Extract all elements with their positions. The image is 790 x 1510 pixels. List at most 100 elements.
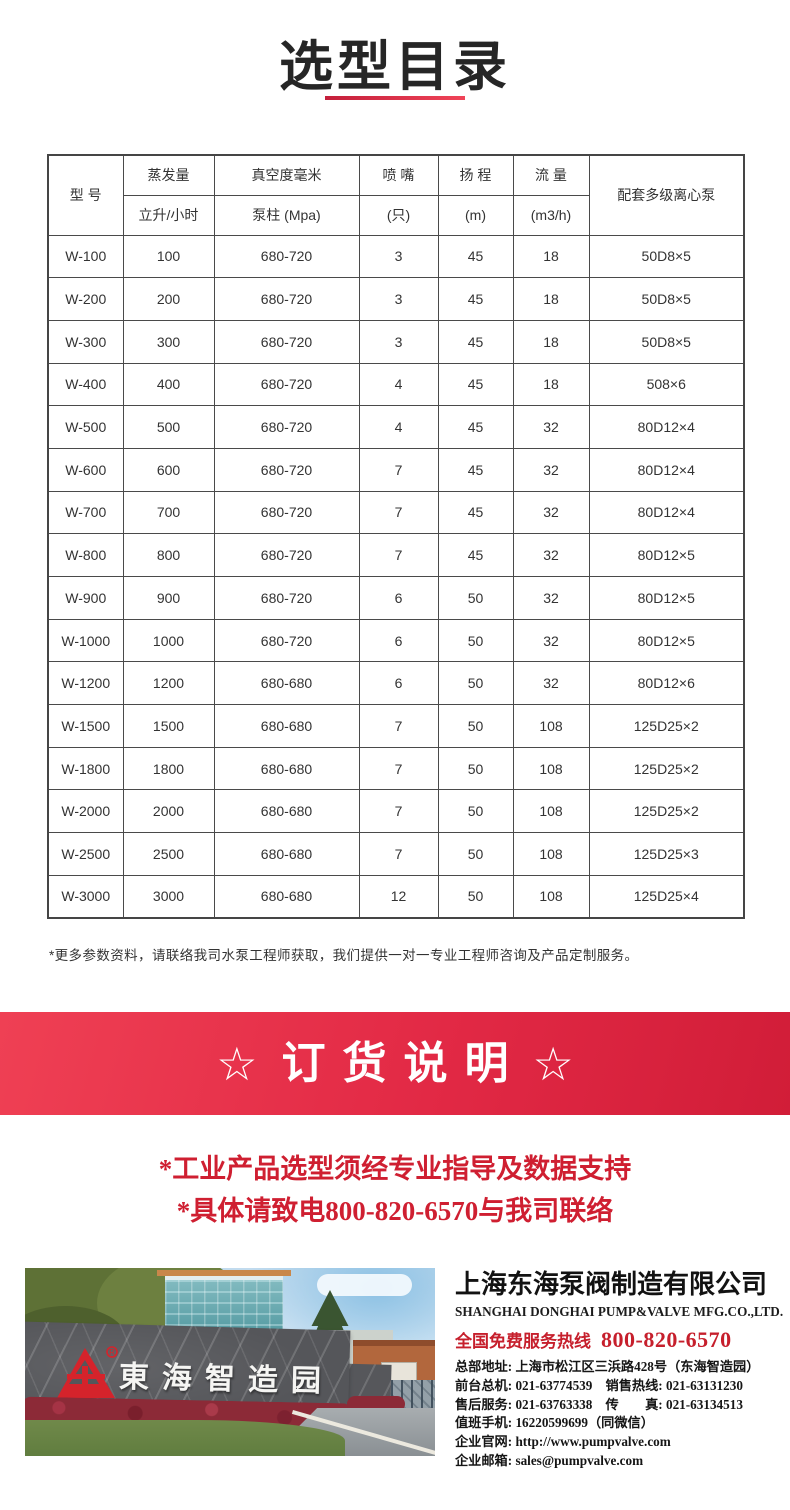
col-header-head: 扬 程 (437, 154, 514, 196)
wall-text: 東海智造园 (118, 1360, 335, 1399)
table-cell: 45 (437, 277, 514, 321)
col-header-vacuum: 真空度毫米 (213, 154, 360, 196)
table-cell: 18 (512, 277, 590, 321)
table-cell: 1000 (122, 618, 215, 663)
table-row: W-1000 1000 680-720 6 50 32 80D12×5 (47, 618, 745, 663)
svg-text:R: R (109, 1348, 115, 1357)
table-cell: 900 (122, 576, 215, 620)
table-cell: 32 (512, 576, 590, 620)
table-cell: 500 (122, 405, 215, 449)
table-cell: 45 (437, 533, 514, 577)
table-cell: 680-680 (213, 789, 360, 834)
hotline-number: 800-820-6570 (601, 1327, 732, 1352)
table-cell: 7 (358, 490, 439, 535)
table-row: W-1800 1800 680-680 7 50 108 125D25×2 (47, 746, 745, 791)
table-cell: 18 (512, 319, 590, 364)
table-cell: 680-720 (213, 618, 360, 663)
title-underline (325, 96, 465, 100)
table-cell: 3 (358, 234, 439, 279)
table-row: W-2000 2000 680-680 7 50 108 125D25×2 (47, 789, 745, 834)
col-unit-vacuum: 泵柱 (Mpa) (213, 194, 360, 236)
table-cell: 300 (122, 319, 215, 364)
table-cell: 45 (437, 319, 514, 364)
table-cell: 680-720 (213, 234, 360, 279)
table-cell: 4 (358, 405, 439, 449)
table-cell: 7 (358, 704, 439, 748)
table-cell: 1200 (122, 661, 215, 706)
table-cell: 680-720 (213, 319, 360, 364)
table-cell: 32 (512, 490, 590, 535)
table-row: W-500 500 680-720 4 45 32 80D12×4 (47, 405, 745, 449)
table-cell: 680-720 (213, 490, 360, 535)
table-cell: W-300 (47, 319, 124, 364)
contact-line-website: 企业官网: http://www.pumpvalve.com (455, 1434, 671, 1450)
order-note-2: *具体请致电800-820-6570与我司联络 (176, 1196, 614, 1226)
table-cell: 18 (512, 234, 590, 279)
table-cell: W-100 (47, 234, 124, 279)
contact-line-switchboard: 前台总机: 021-63774539 销售热线: 021-63131230 (455, 1377, 743, 1393)
table-cell: 50 (437, 661, 514, 706)
table-row: W-800 800 680-720 7 45 32 80D12×5 (47, 533, 745, 577)
table-cell: 2000 (122, 789, 215, 834)
table-cell: 700 (122, 490, 215, 535)
company-name-en: SHANGHAI DONGHAI PUMP&VALVE MFG.CO.,LTD. (455, 1304, 784, 1319)
col-header-model: 型 号 (47, 154, 124, 236)
col-header-evaporation: 蒸发量 (122, 154, 215, 196)
table-cell: 680-720 (213, 405, 360, 449)
company-photo: R 東海智造园 (25, 1268, 435, 1456)
table-cell: 108 (512, 746, 590, 791)
table-cell: 680-680 (213, 704, 360, 748)
table-cell: 680-680 (213, 832, 360, 876)
lawn (25, 1420, 345, 1456)
table-cell: 32 (512, 661, 590, 706)
table-cell: 45 (437, 405, 514, 449)
table-cell: 680-680 (213, 874, 360, 919)
table-cell: 80D12×4 (588, 447, 745, 492)
table-cell: 125D25×4 (588, 874, 745, 919)
table-cell: W-600 (47, 447, 124, 492)
table-cell: 100 (122, 234, 215, 279)
company-info: 上海东海泵阀制造有限公司 SHANGHAI DONGHAI PUMP&VALVE… (455, 1264, 784, 1471)
table-cell: 45 (437, 234, 514, 279)
table-row: W-200 200 680-720 3 45 18 50D8×5 (47, 277, 745, 321)
table-cell: 680-680 (213, 661, 360, 706)
donghai-logo-icon: R (57, 1346, 118, 1398)
table-cell: 7 (358, 789, 439, 834)
table-cell: 32 (512, 533, 590, 577)
table-cell: 12 (358, 874, 439, 919)
table-cell: 80D12×4 (588, 490, 745, 535)
table-cell: 125D25×2 (588, 704, 745, 748)
order-banner-title: 订货说明 (281, 1038, 526, 1088)
table-cell: 3000 (122, 874, 215, 919)
table-cell: W-800 (47, 533, 124, 577)
table-cell: 80D12×5 (588, 618, 745, 663)
table-cell: 18 (512, 362, 590, 407)
table-cell: 3 (358, 319, 439, 364)
table-cell: 400 (122, 362, 215, 407)
table-row: W-700 700 680-720 7 45 32 80D12×4 (47, 490, 745, 535)
contact-lines: 总部地址: 上海市松江区三浜路428号（东海智造园） 前台总机: 021-637… (455, 1358, 770, 1471)
col-unit-flow: (m3/h) (512, 194, 590, 236)
table-cell: 200 (122, 277, 215, 321)
table-cell: 1500 (122, 704, 215, 748)
table-cell: 680-720 (213, 576, 360, 620)
table-cell: 50 (437, 618, 514, 663)
table-cell: W-2000 (47, 789, 124, 834)
table-cell: 80D12×5 (588, 533, 745, 577)
table-cell: W-1000 (47, 618, 124, 663)
table-cell: W-200 (47, 277, 124, 321)
table-cell: 50D8×5 (588, 234, 745, 279)
table-cell: 4 (358, 362, 439, 407)
contact-line-aftersales: 售后服务: 021-63763338 传 真: 021-63134513 (455, 1396, 743, 1412)
table-footnote: *更多参数资料，请联络我司水泵工程师获取，我们提供一对一专业工程师咨询及产品定制… (49, 948, 639, 963)
table-cell: 680-720 (213, 277, 360, 321)
table-cell: W-700 (47, 490, 124, 535)
table-cell: 50 (437, 746, 514, 791)
table-cell: 50D8×5 (588, 277, 745, 321)
table-cell: 7 (358, 533, 439, 577)
table-cell: 80D12×6 (588, 661, 745, 706)
table-cell: 80D12×5 (588, 576, 745, 620)
spec-table: 型 号 蒸发量 真空度毫米 喷 嘴 扬 程 流 量 配套多级离心泵 立升/小时 … (47, 154, 745, 919)
contact-line-mobile: 值班手机: 16220599699（同微信） (455, 1415, 654, 1431)
table-cell: 45 (437, 362, 514, 407)
